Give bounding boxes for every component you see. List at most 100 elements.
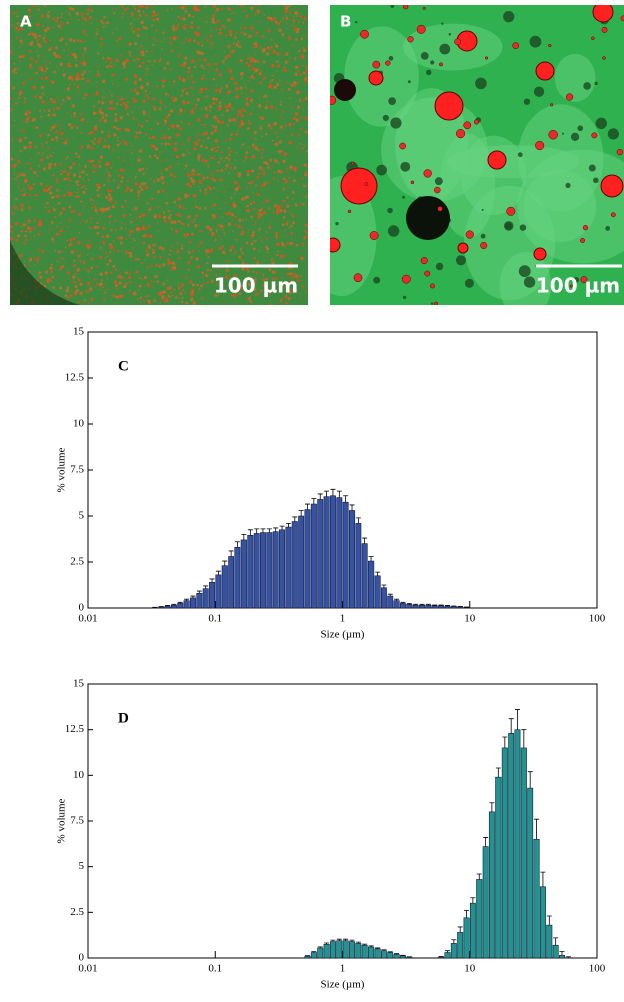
droplet — [241, 109, 243, 111]
error-bar — [502, 737, 507, 748]
droplet — [54, 216, 56, 218]
droplet — [61, 257, 63, 259]
droplet — [42, 153, 44, 155]
droplet — [44, 35, 46, 37]
droplet — [72, 275, 75, 278]
droplet — [153, 244, 156, 247]
droplet — [284, 68, 287, 71]
droplet — [47, 15, 50, 18]
droplet — [234, 181, 237, 184]
droplet — [251, 90, 254, 93]
droplet — [108, 259, 111, 262]
droplet — [271, 46, 273, 48]
droplet — [74, 125, 76, 127]
droplet — [117, 276, 120, 279]
droplet — [165, 159, 167, 161]
droplet — [102, 241, 105, 244]
droplet — [253, 138, 254, 139]
droplet — [12, 233, 13, 234]
droplet — [141, 189, 143, 191]
droplet — [47, 20, 48, 21]
droplet — [304, 259, 305, 260]
droplet — [29, 227, 32, 230]
droplet — [277, 136, 279, 138]
droplet — [27, 9, 29, 11]
droplet — [243, 260, 244, 261]
bar — [241, 540, 247, 608]
droplet — [83, 219, 85, 221]
droplet — [221, 239, 222, 240]
droplet — [198, 291, 199, 292]
droplet — [118, 237, 121, 240]
droplet — [300, 148, 302, 150]
droplet — [103, 26, 105, 28]
droplet — [126, 253, 127, 254]
droplet — [225, 168, 227, 170]
droplet — [51, 46, 53, 48]
droplet — [286, 53, 289, 56]
droplet — [48, 48, 51, 51]
droplet — [249, 147, 250, 148]
droplet — [41, 17, 42, 18]
droplet — [70, 221, 72, 223]
droplet — [112, 83, 114, 85]
droplet — [286, 17, 288, 19]
dark-pore — [383, 115, 389, 121]
droplet — [270, 17, 273, 20]
droplet — [191, 125, 192, 126]
droplet — [306, 70, 309, 73]
droplet — [285, 302, 288, 305]
droplet — [264, 260, 265, 261]
dark-pore — [571, 133, 579, 141]
droplet — [273, 86, 276, 89]
droplet — [172, 154, 173, 155]
droplet — [39, 249, 41, 251]
panel-label: B — [340, 13, 351, 31]
droplet — [58, 261, 60, 263]
droplet — [143, 234, 146, 237]
droplet — [63, 194, 66, 197]
droplet — [51, 196, 54, 199]
droplet — [125, 128, 128, 131]
droplet — [255, 54, 256, 55]
droplet — [83, 47, 86, 50]
droplet — [19, 137, 21, 139]
droplet — [278, 129, 279, 130]
droplet — [98, 184, 100, 186]
droplet — [159, 292, 162, 295]
droplet — [146, 94, 148, 96]
droplet — [248, 182, 250, 184]
droplet — [14, 172, 15, 173]
droplet — [33, 227, 35, 229]
droplet — [182, 78, 186, 82]
droplet — [96, 222, 98, 224]
droplet — [153, 12, 156, 15]
droplet — [276, 52, 279, 55]
red-droplet — [602, 27, 607, 32]
red-droplet — [456, 129, 465, 138]
droplet — [99, 247, 101, 249]
droplet — [20, 90, 22, 92]
red-droplet — [455, 39, 461, 45]
droplet — [38, 45, 41, 48]
droplet — [130, 193, 131, 194]
error-bar — [496, 768, 501, 777]
droplet — [147, 266, 149, 268]
droplet — [75, 181, 78, 184]
droplet — [215, 22, 217, 24]
droplet — [42, 100, 45, 103]
droplet — [87, 282, 91, 286]
droplet — [80, 224, 81, 225]
droplet — [261, 156, 263, 158]
droplet — [24, 137, 26, 139]
droplet — [52, 81, 55, 84]
droplet — [64, 141, 67, 144]
droplet — [107, 179, 110, 182]
y-axis-label: % volume — [56, 798, 68, 843]
droplet — [55, 132, 56, 133]
droplet — [105, 23, 106, 24]
droplet — [170, 68, 172, 70]
droplet — [134, 182, 137, 185]
droplet — [245, 218, 247, 220]
droplet — [162, 182, 165, 185]
